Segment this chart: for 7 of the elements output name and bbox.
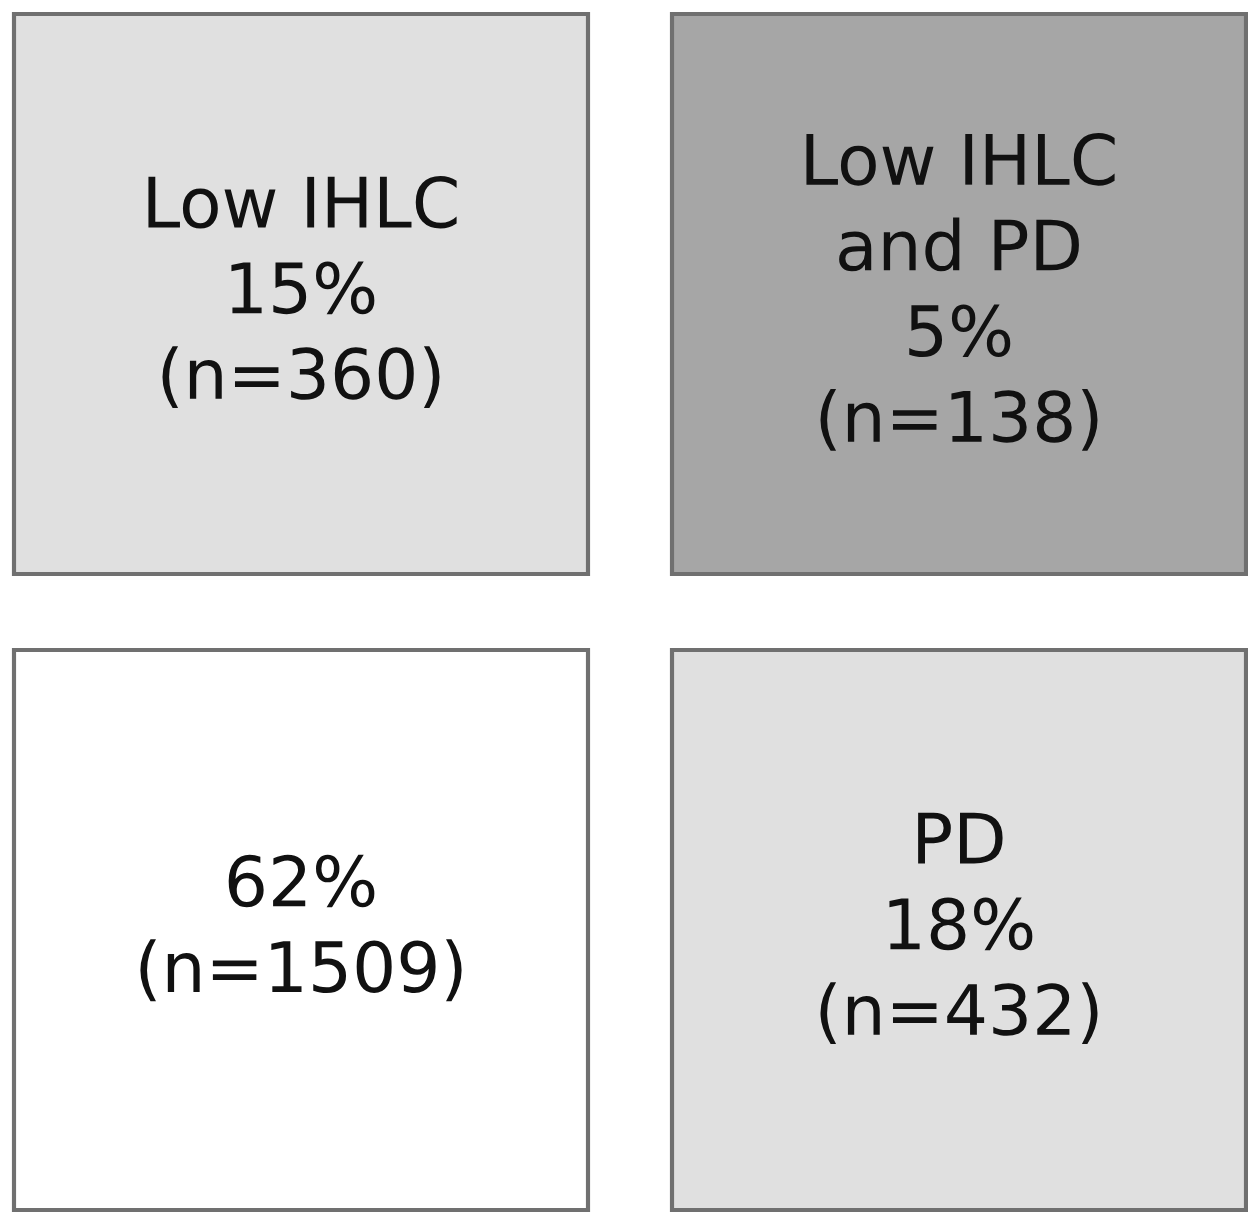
category-label: PD xyxy=(918,812,1003,864)
data-label: 62% (n=1509) xyxy=(140,854,462,1002)
category-label: Low IHLC xyxy=(148,175,457,229)
category-label: Low IHLC and PD xyxy=(806,133,1115,272)
data-label: 5% (n=138) xyxy=(820,304,1098,451)
data-label: 15% (n=360) xyxy=(162,261,440,408)
data-label: 18% (n=432) xyxy=(820,897,1098,1044)
